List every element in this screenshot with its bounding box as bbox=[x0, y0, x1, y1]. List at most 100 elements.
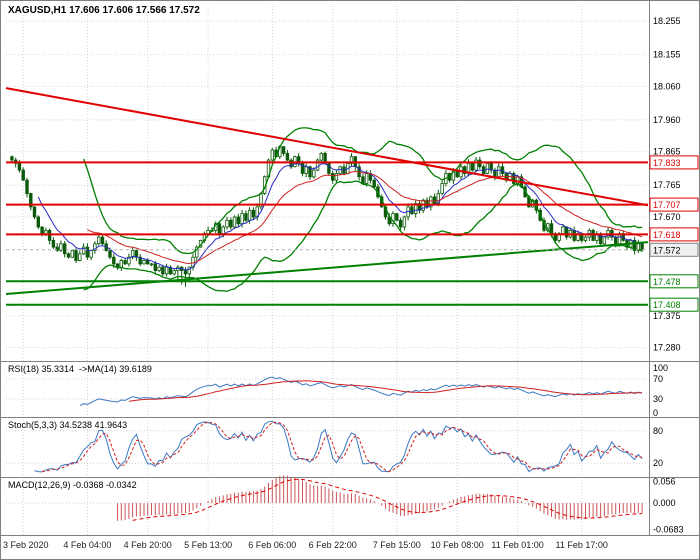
price-tick-label: 18.060 bbox=[653, 81, 681, 91]
price-tick-label: 18.255 bbox=[653, 16, 681, 26]
time-tick-label: 10 Feb 08:00 bbox=[431, 540, 484, 550]
candle-body bbox=[640, 243, 644, 251]
candle-body bbox=[70, 250, 74, 258]
candle-body bbox=[232, 216, 237, 228]
candle-body bbox=[85, 246, 90, 258]
macd-scale-label: 0.056 bbox=[653, 477, 676, 487]
time-axis[interactable] bbox=[0, 535, 700, 560]
candle-body bbox=[153, 263, 157, 271]
price-marker-box bbox=[649, 242, 699, 257]
candle-body bbox=[78, 253, 82, 261]
candle-body bbox=[168, 266, 173, 275]
candle-body bbox=[251, 209, 256, 218]
price-marker-label: 17.408 bbox=[653, 300, 681, 310]
candle-body bbox=[55, 246, 59, 251]
candle-body bbox=[429, 196, 433, 208]
candle-body bbox=[195, 246, 199, 258]
macd-signal-line bbox=[132, 478, 643, 521]
candle-body bbox=[17, 162, 22, 171]
candle-body bbox=[247, 209, 252, 221]
candle-body bbox=[115, 263, 120, 268]
candle-body bbox=[32, 206, 37, 218]
candle-body bbox=[485, 162, 490, 174]
candle-body bbox=[398, 219, 403, 228]
candle-body bbox=[512, 173, 516, 184]
candle-body bbox=[108, 250, 112, 258]
price-marker-box bbox=[649, 297, 699, 312]
candle-body bbox=[402, 216, 407, 228]
price-tick-label: 17.865 bbox=[653, 147, 681, 157]
candle-body bbox=[583, 236, 588, 241]
fast-ma-line bbox=[37, 163, 643, 271]
price-marker-label: 17.478 bbox=[653, 277, 681, 287]
candle-body bbox=[564, 226, 569, 238]
candle-body bbox=[364, 173, 369, 184]
candle-body bbox=[29, 193, 33, 208]
price-tick-label: 18.155 bbox=[653, 50, 681, 60]
time-tick-label: 4 Feb 04:00 bbox=[63, 540, 111, 550]
candle-body bbox=[319, 152, 323, 161]
rsi-line bbox=[79, 376, 643, 407]
candle-body bbox=[164, 266, 169, 275]
price-tick-label: 17.670 bbox=[653, 212, 681, 222]
candle-body bbox=[229, 219, 233, 228]
price-axis[interactable] bbox=[648, 0, 700, 535]
candle-body bbox=[474, 159, 478, 171]
candle-body bbox=[240, 213, 244, 225]
rsi-scale-label: 30 bbox=[653, 394, 663, 404]
ascending-support-trendline bbox=[5, 241, 649, 295]
candle-body bbox=[21, 169, 25, 181]
candle-body bbox=[36, 216, 40, 228]
candle-body bbox=[561, 226, 565, 235]
candle-body bbox=[289, 159, 293, 168]
descending-resistance-trendline bbox=[5, 87, 649, 207]
candle-body bbox=[187, 266, 191, 275]
candle-body bbox=[244, 213, 248, 221]
price-marker-label: 17.833 bbox=[653, 158, 681, 168]
price-tick-label: 17.280 bbox=[653, 343, 681, 353]
rsi-scale-label: 0 bbox=[653, 408, 658, 418]
candle-body bbox=[496, 166, 501, 178]
candle-body bbox=[81, 246, 86, 255]
price-marker-box bbox=[649, 155, 699, 170]
rsi-ma-line bbox=[128, 380, 643, 402]
candle-body bbox=[10, 156, 14, 161]
candle-body bbox=[127, 256, 131, 265]
candle-body bbox=[602, 236, 607, 245]
time-tick-label: 5 Feb 13:00 bbox=[184, 540, 232, 550]
candle-body bbox=[281, 146, 286, 154]
candle-body bbox=[183, 270, 188, 275]
time-tick-label: 11 Feb 17:00 bbox=[556, 540, 608, 550]
candle-body bbox=[89, 250, 93, 258]
time-tick-label: 11 Feb 01:00 bbox=[491, 540, 543, 550]
candle-body bbox=[40, 226, 44, 235]
candle-body bbox=[63, 243, 67, 255]
candle-body bbox=[145, 260, 150, 265]
candle-body bbox=[97, 236, 101, 245]
candle-body bbox=[361, 176, 365, 184]
candle-body bbox=[44, 229, 48, 235]
candle-body bbox=[74, 250, 78, 261]
time-tick-label: 6 Feb 06:00 bbox=[248, 540, 296, 550]
candle-body bbox=[206, 229, 210, 235]
candle-body bbox=[395, 213, 399, 221]
macd-indicator-label: MACD(12,26,9) -0.0368 -0.0342 bbox=[8, 480, 137, 490]
candle-body bbox=[440, 183, 444, 194]
candle-body bbox=[217, 223, 222, 235]
bollinger-lower-band bbox=[83, 180, 643, 292]
candle-body bbox=[285, 152, 290, 161]
candle-body bbox=[338, 166, 342, 174]
stoch-scale-label: 20 bbox=[653, 458, 663, 468]
candle-body bbox=[225, 219, 229, 228]
candle-body bbox=[51, 239, 56, 248]
candle-body bbox=[270, 149, 274, 161]
rsi-indicator-label: RSI(18) 35.3314 ->MA(14) 39.6189 bbox=[8, 364, 152, 374]
price-marker-box bbox=[649, 274, 699, 289]
candle-body bbox=[549, 223, 554, 235]
candle-body bbox=[130, 250, 135, 258]
stoch-k-line bbox=[34, 420, 643, 473]
candle-body bbox=[315, 159, 320, 171]
